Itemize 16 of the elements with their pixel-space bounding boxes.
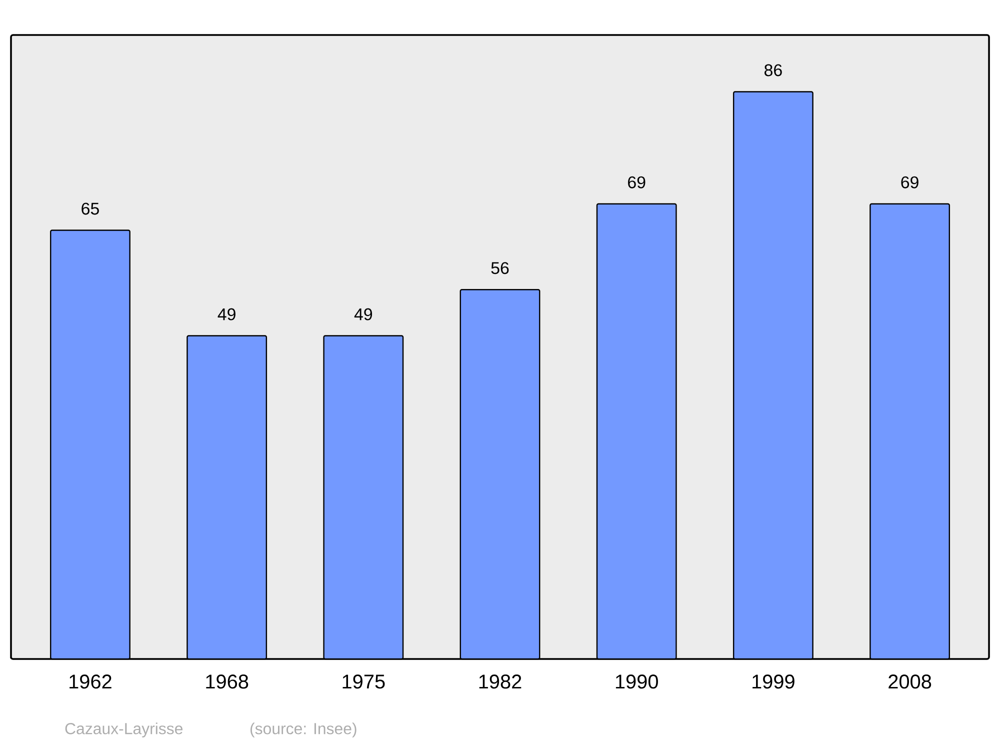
text: (source: Insee) bbox=[250, 722, 356, 738]
data-label: 86 bbox=[764, 64, 782, 76]
x-tick-label: 1982 bbox=[479, 674, 522, 689]
data-label: 65 bbox=[82, 202, 99, 215]
text: Cazaux-Layrisse bbox=[65, 722, 183, 738]
x-tick-label: 1968 bbox=[206, 674, 248, 689]
data-label: 49 bbox=[218, 308, 236, 320]
x-tick-label: 2008 bbox=[888, 674, 932, 689]
data-label: 49 bbox=[354, 308, 372, 320]
x-tick-label: 1990 bbox=[616, 674, 658, 689]
x-tick-label: 1999 bbox=[752, 674, 794, 689]
x-tick-label: 1975 bbox=[342, 674, 385, 689]
data-label: 69 bbox=[628, 176, 646, 188]
x-tick-label: 1962 bbox=[70, 674, 112, 689]
data-label: 56 bbox=[491, 262, 509, 274]
data-label: 69 bbox=[901, 176, 918, 188]
